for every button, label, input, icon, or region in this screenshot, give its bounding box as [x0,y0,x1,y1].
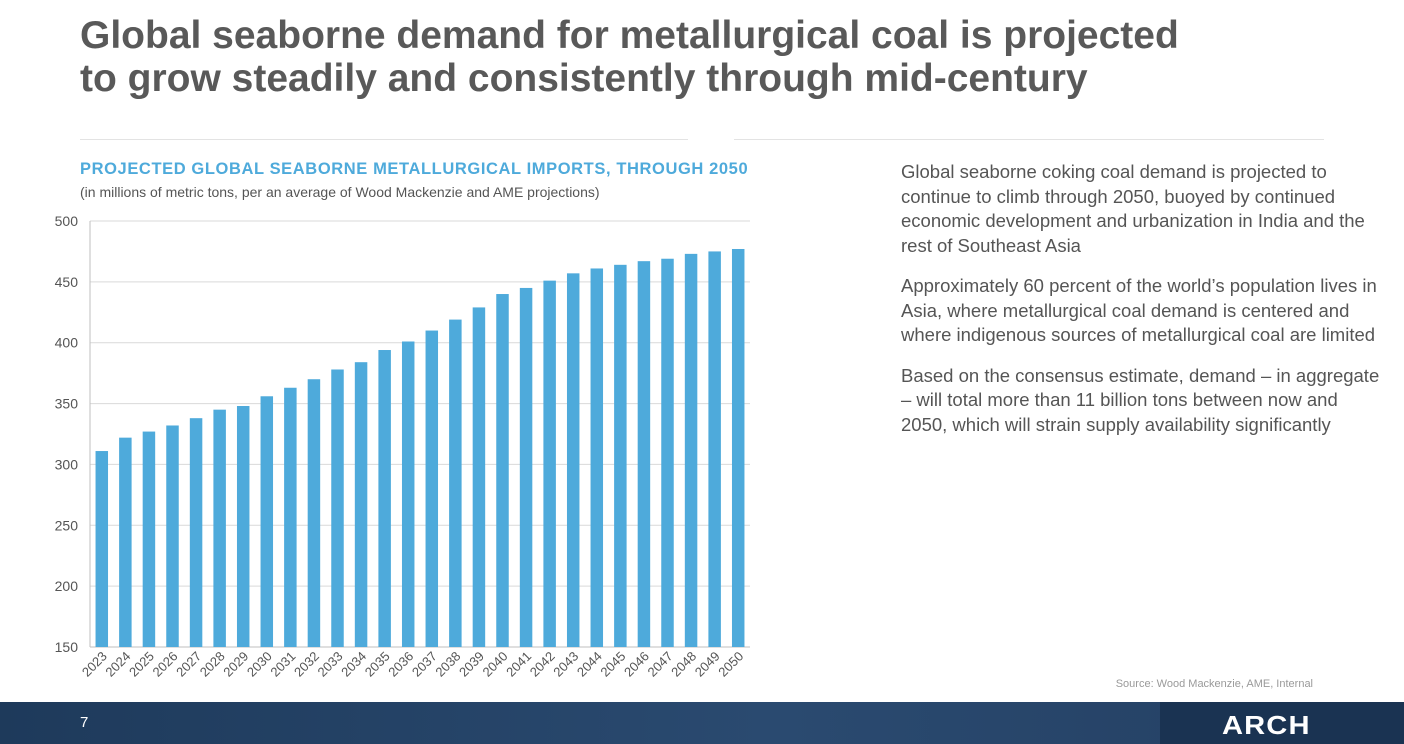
footer-bar: 7 ARCH [0,702,1404,744]
bar-2039 [472,307,486,647]
gridlines [90,220,750,648]
divider-right [734,139,1324,140]
commentary-paragraph-2: Approximately 60 percent of the world’s … [901,275,1377,345]
bar-2032 [307,379,321,647]
x-tick-label: 2047 [645,649,676,680]
bar-2029 [236,406,250,647]
slide-title: Global seaborne demand for metallurgical… [80,14,1320,100]
y-tick-label: 150 [55,639,79,655]
x-tick-label: 2026 [150,649,181,680]
y-tick-label: 500 [55,213,79,229]
source-note: Source: Wood Mackenzie, AME, Internal [1115,678,1313,690]
x-tick-label: 2037 [409,649,440,680]
y-tick-label: 350 [55,396,79,412]
x-tick-label: 2032 [291,649,322,680]
x-tick-label: 2049 [692,649,723,680]
x-tick-label: 2042 [527,649,558,680]
bar-2034 [354,362,368,647]
bar-2049 [708,251,721,647]
bar-2040 [496,294,509,647]
commentary-paragraph-1: Global seaborne coking coal demand is pr… [901,161,1365,256]
slide-title-line-1: Global seaborne demand for metallurgical… [80,14,1179,57]
x-tick-label: 2043 [550,649,581,680]
logo-block: ARCH [1160,702,1404,744]
arch-logo: ARCH [1222,710,1311,740]
commentary-paragraph-3: Based on the consensus estimate, demand … [901,364,1380,435]
bar-2047 [661,258,674,647]
x-tick-label: 2036 [385,649,416,680]
x-tick-label: 2030 [244,649,275,680]
x-tick-label: 2028 [197,649,228,680]
bar-2037 [425,330,439,647]
bar-2035 [378,350,391,647]
y-tick-label: 300 [55,456,79,472]
x-tick-label: 2029 [220,649,251,680]
bar-2033 [331,369,344,647]
x-tick-label: 2041 [503,649,534,680]
x-tick-label: 2027 [173,649,204,680]
bar-2050 [731,248,745,647]
bar-2027 [189,418,203,647]
bar-2025 [142,431,156,647]
bar-2046 [637,261,651,647]
x-tick-label: 2024 [102,649,133,680]
x-tick-label: 2034 [338,649,369,680]
x-tick-label: 2023 [79,649,110,680]
y-axis: 150 200 250 300 350 400 450 500 [55,213,91,655]
bar-2043 [566,273,580,647]
y-tick-label: 450 [55,274,79,290]
x-tick-label: 2048 [668,649,699,680]
x-axis-labels: 2023202420252026202720282029203020312032… [79,649,746,680]
y-tick-label: 250 [55,517,79,533]
bar-2044 [590,268,604,647]
bar-2048 [684,253,698,647]
bar-2038 [449,319,462,647]
bar-2042 [543,280,556,647]
bar-2031 [284,387,297,647]
bars [95,248,745,647]
bar-2045 [614,264,627,647]
x-tick-label: 2035 [362,649,393,680]
x-tick-label: 2044 [574,649,605,680]
x-tick-label: 2038 [432,649,463,680]
x-tick-label: 2033 [315,649,346,680]
slide-title-line-2: to grow steadily and consistently throug… [80,57,1088,100]
bar-2026 [166,425,179,647]
chart-subtitle: (in millions of metric tons, per an aver… [80,184,600,200]
page-number: 7 [80,714,89,731]
x-tick-label: 2045 [597,649,628,680]
divider-left [80,139,688,140]
x-tick-label: 2025 [126,649,157,680]
bar-2036 [401,341,415,647]
bar-2028 [213,409,226,647]
x-tick-label: 2039 [456,649,487,680]
commentary-panel: Global seaborne coking coal demand is pr… [901,160,1381,453]
chart-title: PROJECTED GLOBAL SEABORNE METALLURGICAL … [80,160,749,178]
y-tick-label: 400 [55,335,79,351]
x-tick-label: 2031 [267,649,298,680]
bar-2041 [519,287,533,647]
x-tick-label: 2050 [715,649,746,680]
bar-2024 [119,437,132,647]
bar-2030 [260,396,274,647]
x-tick-label: 2046 [621,649,652,680]
y-tick-label: 200 [55,578,79,594]
x-tick-label: 2040 [480,649,511,680]
bar-2023 [95,451,109,647]
